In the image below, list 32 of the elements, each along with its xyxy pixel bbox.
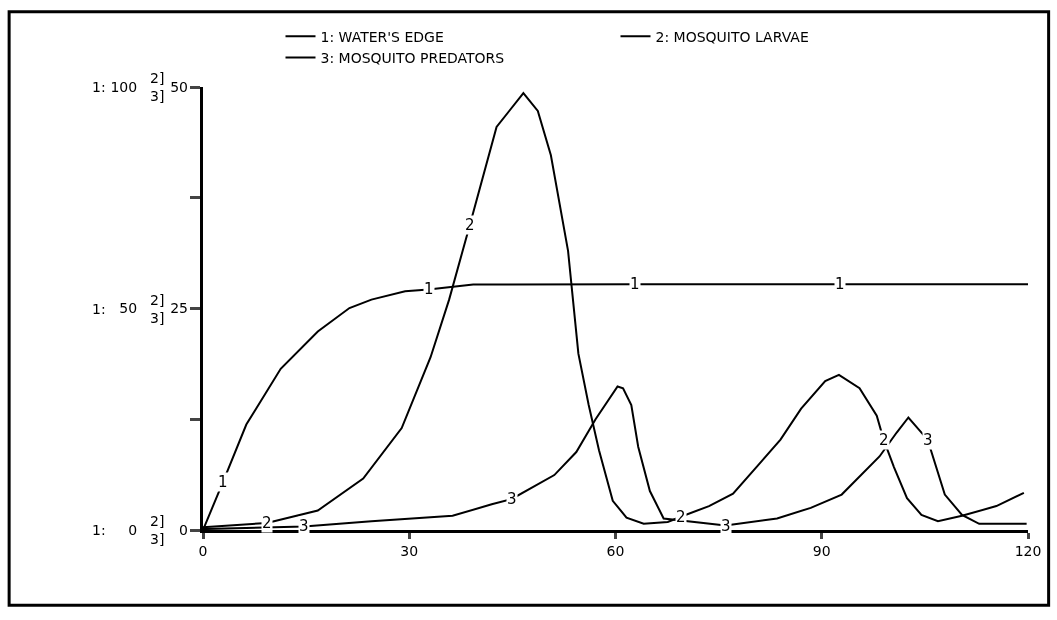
text: 2] 3] (150, 292, 165, 327)
annotation: 3 (507, 490, 517, 508)
y-tick-label: 100 (110, 78, 138, 95)
y2-tick-label: 50 (170, 78, 188, 95)
legend-label: 1: WATER'S EDGE (320, 28, 444, 45)
y2-axis-title: 2] 3] (150, 513, 165, 548)
text: 2] 3] (150, 70, 165, 105)
y2-tick-label: 0 (179, 521, 188, 538)
annotation: 3 (721, 517, 731, 535)
text: 1: (92, 79, 106, 95)
x-tick-label: 60 (606, 542, 625, 559)
legend-label: 3: MOSQUITO PREDATORS (320, 49, 505, 66)
annotation: 3 (923, 431, 933, 449)
annotation: 1 (424, 280, 434, 298)
y-tick-label: 50 (119, 300, 138, 317)
y-axis-title: 1: (92, 522, 106, 538)
annotation: 3 (299, 517, 309, 535)
annotation: 1 (630, 275, 640, 293)
annotation: 2 (465, 216, 475, 234)
text: 1: (92, 301, 106, 317)
x-tick-label: 0 (198, 542, 208, 559)
y2-tick-label: 25 (170, 300, 188, 317)
y-tick-label: 0 (128, 521, 138, 538)
annotation: 2 (676, 508, 686, 526)
annotation: 1 (835, 275, 845, 293)
x-tick-label: 90 (812, 542, 831, 559)
annotation: 2 (879, 431, 889, 449)
legend-label: 2: MOSQUITO LARVAE (655, 28, 809, 45)
annotation: 1 (218, 473, 228, 491)
x-tick-label: 30 (400, 542, 419, 559)
x-tick-label: 120 (1014, 542, 1042, 559)
annotation: 2 (262, 514, 272, 532)
